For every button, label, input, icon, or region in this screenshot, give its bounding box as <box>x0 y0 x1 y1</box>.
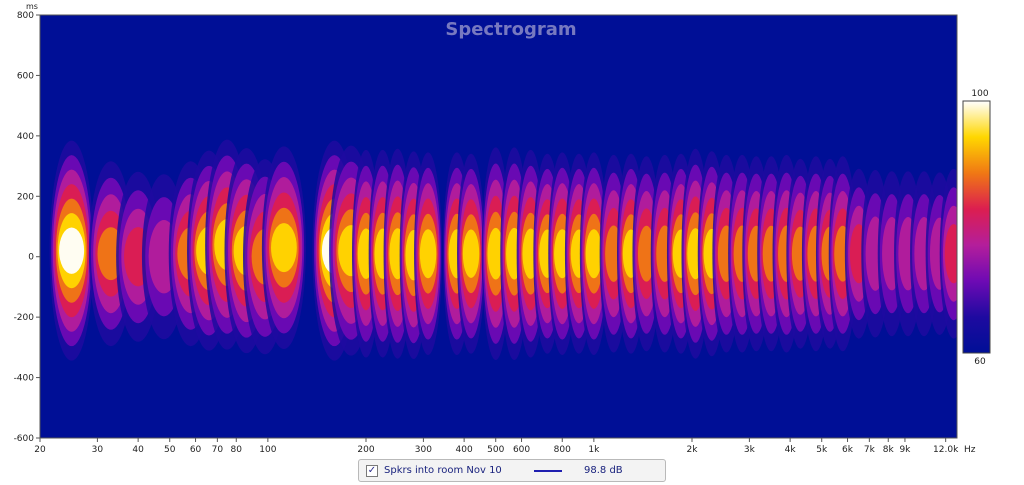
x-unit-label: Hz <box>964 445 976 455</box>
legend-series-name: Spkrs into room Nov 10 <box>384 465 502 476</box>
x-tick-label: 20 <box>34 445 46 455</box>
x-tick-label: 100 <box>259 445 276 455</box>
heatmap-layer <box>49 139 957 361</box>
heatmap-cell <box>579 152 608 355</box>
colorbar-gradient <box>962 100 991 354</box>
y-unit-label: ms <box>26 2 38 11</box>
legend-checkbox[interactable]: ✓ <box>366 464 378 477</box>
y-tick-label: 600 <box>17 71 34 81</box>
heatmap-cell <box>414 152 443 355</box>
y-tick-label: 400 <box>17 132 34 142</box>
y-tick-label: 800 <box>17 11 34 21</box>
x-tick-label: 2k <box>687 445 699 455</box>
y-tick-label: 0 <box>28 253 34 263</box>
x-tick-label: 5k <box>816 445 828 455</box>
legend-line-swatch <box>534 469 562 472</box>
x-tick-label: 500 <box>487 445 504 455</box>
x-tick-label: 7k <box>864 445 876 455</box>
x-tick-label: 80 <box>231 445 243 455</box>
y-tick-label: -200 <box>14 313 35 323</box>
chart-title: Spectrogram <box>445 19 576 40</box>
heatmap-cell <box>457 153 486 354</box>
x-tick-label: 800 <box>554 445 571 455</box>
heatmap-cell <box>49 140 94 361</box>
x-tick-label: 50 <box>164 445 176 455</box>
x-tick-label: 30 <box>92 445 104 455</box>
y-tick-label: 200 <box>17 192 34 202</box>
colorbar-max-label: 100 <box>971 89 988 99</box>
heatmap-cell <box>939 168 957 339</box>
colorbar-min-label: 60 <box>974 357 986 367</box>
x-tick-label: 1k <box>588 445 600 455</box>
colorbar: 100 60 <box>962 89 991 367</box>
x-tick-label: 8k <box>883 445 895 455</box>
x-tick-label: 400 <box>456 445 473 455</box>
legend-value: 98.8 dB <box>584 465 623 476</box>
y-tick-label: -400 <box>14 374 35 384</box>
x-tick-label: 70 <box>212 445 224 455</box>
legend: ✓ Spkrs into room Nov 10 98.8 dB <box>358 459 666 482</box>
x-tick-label: 4k <box>785 445 797 455</box>
x-tick-label: 600 <box>513 445 530 455</box>
x-tick-label: 12.0k <box>933 445 959 455</box>
y-tick-label: -600 <box>14 434 35 444</box>
x-tick-label: 40 <box>132 445 144 455</box>
heatmap-cell <box>261 146 306 349</box>
x-tick-label: 9k <box>899 445 911 455</box>
x-tick-label: 200 <box>357 445 374 455</box>
x-tick-label: 3k <box>744 445 756 455</box>
x-tick-label: 300 <box>415 445 432 455</box>
plot-frame <box>39 14 958 439</box>
x-tick-label: 6k <box>842 445 854 455</box>
x-tick-label: 60 <box>190 445 202 455</box>
